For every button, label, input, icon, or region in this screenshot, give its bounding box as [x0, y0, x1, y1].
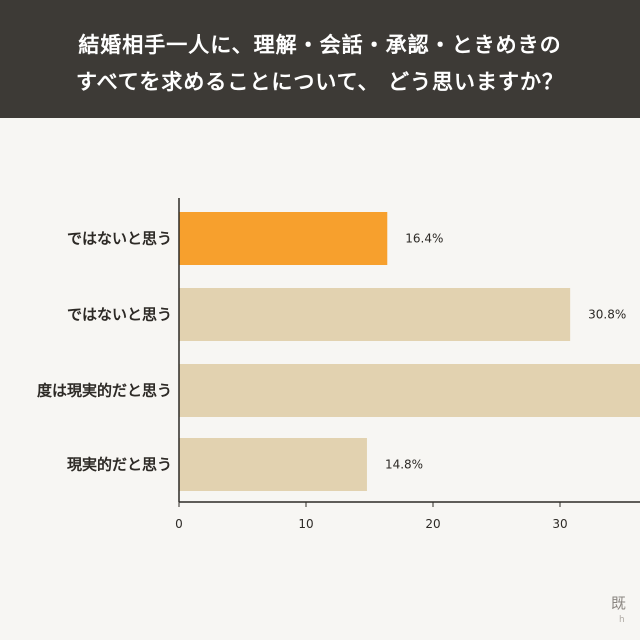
title-banner: 結婚相手一人に、理解・会話・承認・ときめきの すべてを求めることについて、 どう…	[0, 0, 640, 118]
x-tick-label-2: 20	[425, 517, 440, 531]
value-label-0: 16.4%	[405, 232, 443, 246]
x-tick-label-3: 30	[552, 517, 567, 531]
chart-title-line-2: すべてを求めることについて、 どう思いますか？	[76, 70, 564, 94]
category-label-2: 度は現実的だと思う	[37, 382, 172, 400]
category-label-1: ではないと思う	[67, 306, 172, 324]
bar-1	[179, 288, 571, 341]
bar-3	[179, 438, 367, 491]
watermark-logo: 既	[611, 594, 627, 612]
chart-title-line-1: 結婚相手一人に、理解・会話・承認・ときめきの	[78, 33, 562, 57]
category-label-3: 現実的だと思う	[67, 456, 172, 474]
value-label-3: 14.8%	[385, 458, 423, 472]
x-tick-label-0: 0	[175, 517, 183, 531]
value-label-1: 30.8%	[588, 308, 626, 322]
watermark-subtext: h	[619, 615, 625, 625]
category-label-0: ではないと思う	[67, 230, 172, 248]
bar-2	[179, 364, 640, 417]
bar-0	[179, 212, 388, 265]
x-tick-label-1: 10	[298, 517, 313, 531]
